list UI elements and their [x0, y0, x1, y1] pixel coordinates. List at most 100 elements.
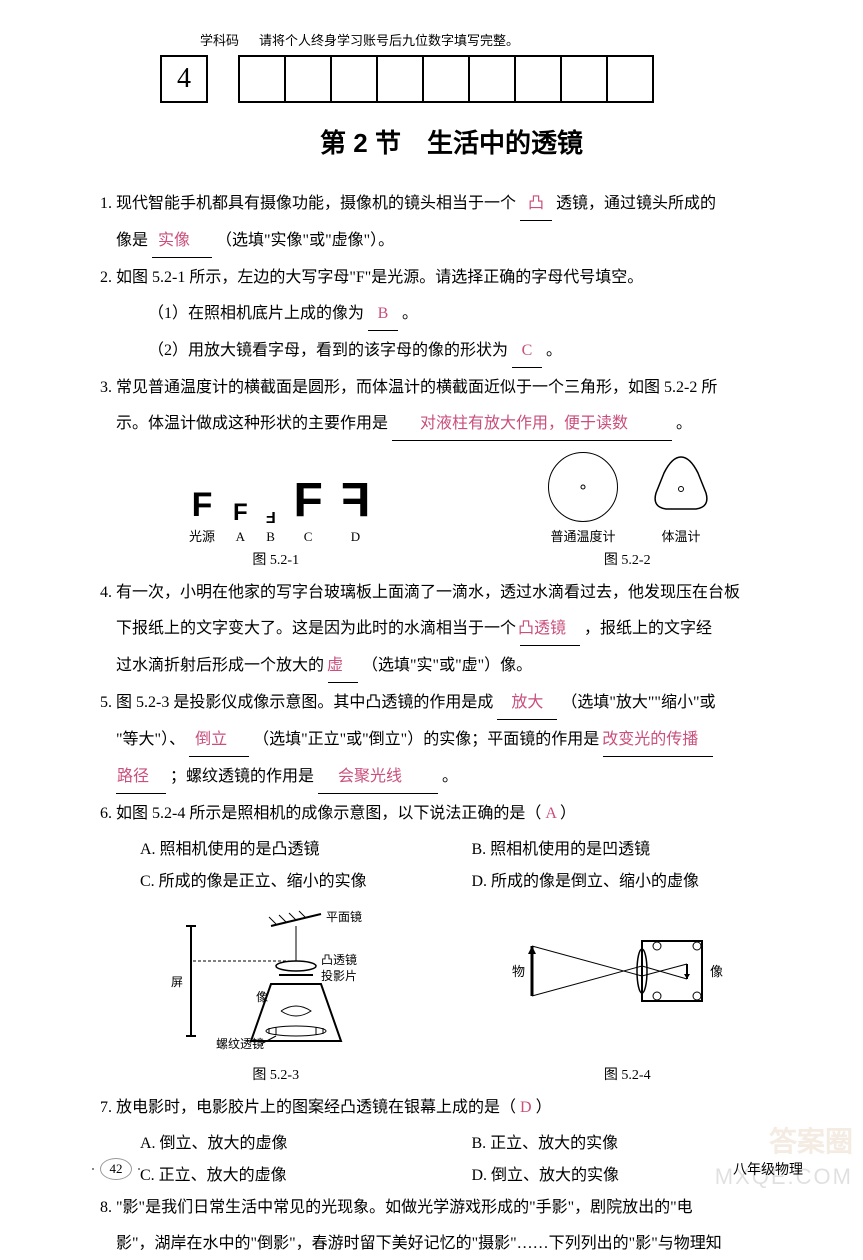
- question-5-cont: "等大"）、 倒立 （选填"正立"或"倒立"）的实像；平面镜的作用是 改变光的传…: [100, 724, 803, 757]
- question-4-cont: 下报纸上的文字变大了。这是因为此时的水滴相当于一个 凸透镜 ，报纸上的文字经: [100, 613, 803, 646]
- code-boxes: 4: [160, 55, 803, 103]
- image-label: 像: [256, 990, 268, 1004]
- figure-5-2-2: 普通温度计 体温计: [548, 451, 714, 545]
- id-box[interactable]: [468, 55, 516, 103]
- subject-code-box: 4: [160, 55, 208, 103]
- projector-diagram: 屏 平面镜 凸透镜 投影片 像 螺纹透镜: [161, 906, 381, 1056]
- q5-answer-3b: 路径: [116, 761, 166, 794]
- q7-answer: D: [520, 1099, 532, 1116]
- q7-option-a: A. 倒立、放大的虚像: [140, 1128, 472, 1160]
- question-1: 1. 现代智能手机都具有摄像功能，摄像机的镜头相当于一个 凸 透镜，通过镜头所成…: [100, 188, 803, 221]
- fig-caption-1: 图 5.2-1: [252, 549, 299, 569]
- fig-caption-4: 图 5.2-4: [604, 1064, 651, 1084]
- q6-options-row1: A. 照相机使用的是凸透镜 B. 照相机使用的是凹透镜: [100, 834, 803, 866]
- question-4: 4. 有一次，小明在他家的写字台玻璃板上面滴了一滴水，透过水滴看过去，他发现压在…: [100, 577, 803, 609]
- code-label: 学科码: [200, 30, 239, 49]
- fresnel-label: 螺纹透镜: [216, 1036, 264, 1051]
- page-number: 42: [100, 1158, 132, 1180]
- page-footer: 42 八年级物理: [100, 1158, 803, 1180]
- q2-sub1-text: （1）在照相机底片上成的像为: [148, 305, 364, 322]
- q4-text: ，报纸上的文字经: [584, 620, 712, 637]
- id-box[interactable]: [376, 55, 424, 103]
- q5-text: 5. 图 5.2-3 是投影仪成像示意图。其中凸透镜的作用是成: [100, 694, 493, 711]
- q2-sub1-answer: B: [368, 298, 398, 331]
- f-label-d: D: [341, 529, 370, 545]
- q4-text: 过水滴折射后形成一个放大的: [116, 657, 324, 674]
- figure-captions-2: 图 5.2-3 图 5.2-4: [100, 1064, 803, 1084]
- image2-label: 像: [710, 964, 723, 979]
- fig-caption-3: 图 5.2-3: [252, 1064, 299, 1084]
- triangle-thermo-icon: [648, 451, 714, 517]
- q2-sub2-text: 。: [546, 342, 562, 359]
- q5-answer-2: 倒立: [189, 724, 249, 757]
- q7-text: ）: [536, 1099, 552, 1116]
- question-3-cont: 示。体温计做成这种形状的主要作用是 对液柱有放大作用，便于读数 。: [100, 408, 803, 441]
- object-label: 物: [512, 964, 525, 979]
- q6-text: 6. 如图 5.2-4 所示是照相机的成像示意图，以下说法正确的是（: [100, 805, 541, 822]
- q3-text: 。: [676, 415, 692, 432]
- q6-answer: A: [545, 805, 556, 822]
- q5-text: （选填"放大""缩小"或: [561, 694, 715, 711]
- q6-option-c: C. 所成的像是正立、缩小的实像: [140, 866, 472, 898]
- id-box[interactable]: [330, 55, 378, 103]
- question-6: 6. 如图 5.2-4 所示是照相机的成像示意图，以下说法正确的是（ A ）: [100, 798, 803, 830]
- q1-text: 像是: [116, 232, 148, 249]
- q5-text: "等大"）、: [116, 731, 185, 748]
- q1-text: （选填"实像"或"虚像"）。: [216, 232, 394, 249]
- f-source-label: 光源: [189, 526, 215, 545]
- q6-options-row2: C. 所成的像是正立、缩小的实像 D. 所成的像是倒立、缩小的虚像: [100, 866, 803, 898]
- q2-sub2-answer: C: [512, 335, 542, 368]
- q4-text: 下报纸上的文字变大了。这是因为此时的水滴相当于一个: [116, 620, 516, 637]
- q4-text: （选填"实"或"虚"）像。: [362, 657, 532, 674]
- id-box[interactable]: [238, 55, 286, 103]
- q2-sub2-text: （2）用放大镜看字母，看到的该字母的像的形状为: [148, 342, 508, 359]
- question-2-sub2: （2）用放大镜看字母，看到的该字母的像的形状为 C 。: [100, 335, 803, 368]
- q6-option-b: B. 照相机使用的是凹透镜: [472, 834, 804, 866]
- q5-answer-3: 改变光的传播: [603, 724, 713, 757]
- id-box[interactable]: [422, 55, 470, 103]
- q1-answer-1: 凸: [520, 188, 552, 221]
- id-box[interactable]: [560, 55, 608, 103]
- thermo-label-2: 体温计: [648, 526, 714, 545]
- figure-captions-1: 图 5.2-1 图 5.2-2: [100, 549, 803, 569]
- f-option-a-icon: F: [233, 501, 248, 525]
- question-2-sub1: （1）在照相机底片上成的像为 B 。: [100, 298, 803, 331]
- watermark-cn: 答案圈: [769, 1120, 853, 1160]
- q5-text: ；螺纹透镜的作用是: [170, 768, 314, 785]
- q3-answer: 对液柱有放大作用，便于读数: [392, 408, 672, 441]
- q5-answer-4: 会聚光线: [318, 761, 438, 794]
- fig-caption-2: 图 5.2-2: [604, 549, 651, 569]
- q5-answer-1: 放大: [497, 687, 557, 720]
- q1-text: 透镜，通过镜头所成的: [556, 195, 716, 212]
- q6-option-d: D. 所成的像是倒立、缩小的虚像: [472, 866, 804, 898]
- q3-text: 示。体温计做成这种形状的主要作用是: [116, 415, 388, 432]
- q6-option-a: A. 照相机使用的是凸透镜: [140, 834, 472, 866]
- question-8: 8. "影"是我们日常生活中常见的光现象。如做光学游戏形成的"手影"，剧院放出的…: [100, 1192, 803, 1224]
- id-box[interactable]: [514, 55, 562, 103]
- q4-answer-1: 凸透镜: [520, 613, 580, 646]
- section-title: 第 2 节 生活中的透镜: [100, 123, 803, 160]
- slide-label: 投影片: [321, 968, 357, 983]
- q7-text: 7. 放电影时，电影胶片上的图案经凸透镜在银幕上成的是（: [100, 1099, 516, 1116]
- id-box[interactable]: [606, 55, 654, 103]
- f-label-b: B: [266, 529, 276, 545]
- watermark: MXQE.COM: [715, 1164, 853, 1190]
- q5-text: 。: [442, 768, 458, 785]
- q1-answer-2: 实像: [152, 225, 212, 258]
- id-box[interactable]: [284, 55, 332, 103]
- f-source-icon: F: [192, 488, 213, 522]
- header-instruction: 请将个人终身学习账号后九位数字填写完整。: [259, 30, 519, 49]
- header-row: 学科码 请将个人终身学习账号后九位数字填写完整。: [200, 30, 803, 49]
- q7-option-b: B. 正立、放大的实像: [472, 1128, 804, 1160]
- f-label-a: A: [233, 529, 248, 545]
- camera-diagram: 物 像: [502, 906, 742, 1026]
- f-option-c-icon: F: [293, 477, 322, 525]
- figure-row-1: F光源 FA FB FC FD 普通温度计 体温计: [100, 451, 803, 545]
- lens-label: 凸透镜: [321, 952, 357, 967]
- f-label-c: C: [293, 529, 322, 545]
- mirror-label: 平面镜: [326, 909, 362, 924]
- question-1-cont: 像是 实像 （选填"实像"或"虚像"）。: [100, 225, 803, 258]
- q7-options-row1: A. 倒立、放大的虚像 B. 正立、放大的实像: [100, 1128, 803, 1160]
- question-4-cont2: 过水滴折射后形成一个放大的 虚 （选填"实"或"虚"）像。: [100, 650, 803, 683]
- screen-label: 屏: [171, 975, 183, 989]
